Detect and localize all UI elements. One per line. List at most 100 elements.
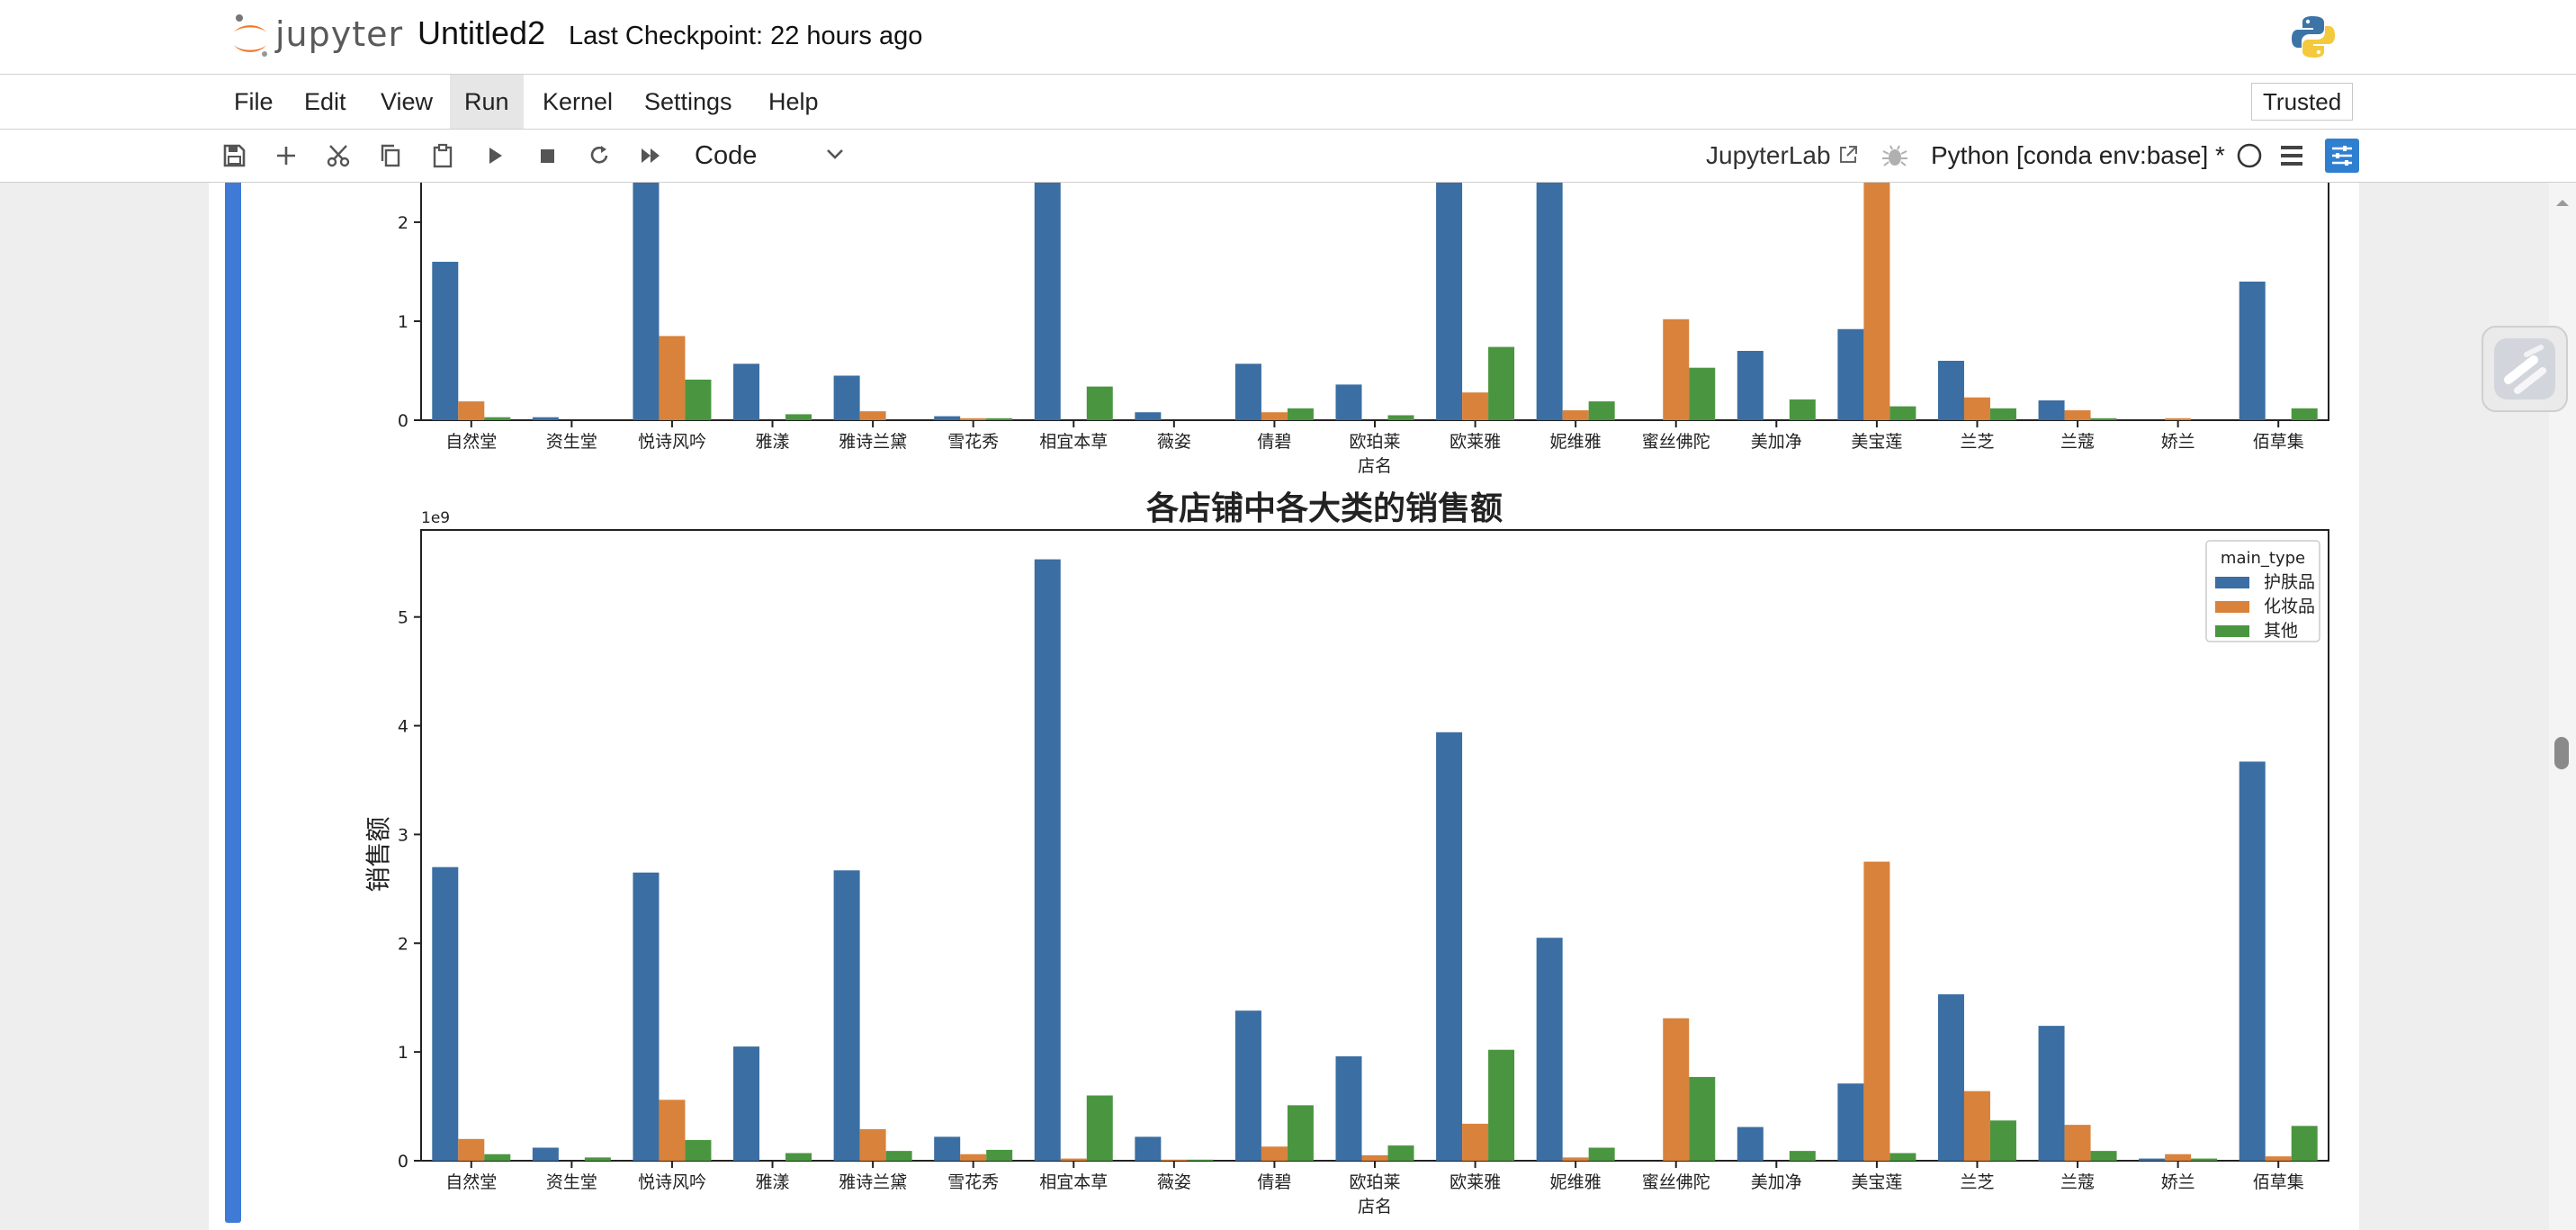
- copy-icon[interactable]: [377, 142, 404, 169]
- jupyterlab-link[interactable]: JupyterLab: [1706, 139, 1859, 173]
- bar-雅漾-2: [785, 414, 812, 420]
- bar-兰芝-2: [1989, 1120, 2016, 1161]
- bar-倩碧-0: [1234, 364, 1261, 420]
- debugger-bug-icon[interactable]: [1880, 140, 1910, 171]
- x-tick-label: 相宜本草: [1039, 1172, 1108, 1192]
- paste-icon[interactable]: [429, 142, 456, 169]
- x-tick-label: 娇兰: [2161, 1172, 2195, 1192]
- bar-相宜本草-0: [1034, 559, 1061, 1161]
- menu-help[interactable]: Help: [768, 88, 819, 115]
- bar-欧莱雅-0: [1436, 732, 1463, 1161]
- y-tick-label: 1: [398, 312, 408, 332]
- bar-佰草集-0: [2239, 761, 2266, 1161]
- scroll-thumb[interactable]: [2554, 737, 2569, 769]
- menu-file[interactable]: File: [234, 88, 274, 115]
- bar-相宜本草-0: [1034, 183, 1061, 420]
- menu-settings[interactable]: Settings: [644, 88, 732, 115]
- x-tick-label: 资生堂: [546, 1172, 597, 1192]
- menu-run[interactable]: Run: [450, 75, 524, 129]
- chart-0: 0 1 2 自然堂 资生堂 悦诗风吟 雅漾 雅诗兰黛 雪花秀 相宜本草 薇姿 倩碧 欧珀莱 欧莱雅 妮维雅 蜜…: [398, 183, 2329, 476]
- jupyter-orbit-icon: [234, 14, 267, 57]
- fast-forward-icon[interactable]: [638, 142, 665, 169]
- x-tick-label: 兰芝: [1960, 1172, 1994, 1192]
- x-tick-label: 雪花秀: [947, 432, 999, 452]
- stop-icon[interactable]: [534, 142, 561, 169]
- bar-倩碧-0: [1234, 1010, 1261, 1161]
- chevron-down-icon: [827, 149, 843, 159]
- cut-icon[interactable]: [325, 142, 352, 169]
- bar-欧珀莱-1: [1361, 1154, 1388, 1161]
- bar-欧珀莱-2: [1387, 415, 1414, 420]
- x-tick-label: 妮维雅: [1550, 432, 1602, 452]
- restart-icon[interactable]: [586, 142, 613, 169]
- x-tick-label: 佰草集: [2253, 432, 2304, 452]
- bar-薇姿-0: [1135, 1136, 1162, 1161]
- bar-自然堂-2: [484, 1154, 511, 1161]
- x-tick-label: 雅诗兰黛: [839, 432, 907, 452]
- bar-自然堂-1: [458, 401, 485, 420]
- menu-edit[interactable]: Edit: [304, 88, 346, 115]
- x-tick-label: 薇姿: [1157, 1172, 1191, 1192]
- run-icon[interactable]: [481, 142, 508, 169]
- bar-欧莱雅-1: [1462, 1123, 1489, 1161]
- python-logo-icon: [2292, 16, 2335, 58]
- notebook-title[interactable]: Untitled2: [417, 14, 546, 51]
- bar-薇姿-0: [1135, 412, 1162, 420]
- x-tick-label: 蜜丝佛陀: [1642, 432, 1710, 452]
- legend-label-1: 化妆品: [2264, 597, 2315, 616]
- list-icon[interactable]: [2276, 140, 2307, 171]
- cell-type-value: Code: [695, 141, 758, 170]
- bar-雪花秀-0: [934, 1136, 961, 1161]
- bar-欧莱雅-2: [1488, 346, 1515, 420]
- bar-自然堂-2: [484, 417, 511, 420]
- notebook-content: 0 1 2 自然堂 资生堂 悦诗风吟 雅漾 雅诗兰黛 雪花秀 相宜本草 薇姿 倩碧 欧珀莱 欧莱雅 妮维雅蜜…: [0, 183, 2576, 1230]
- bar-妮维雅-0: [1536, 183, 1563, 420]
- legend-box: [2205, 540, 2320, 642]
- menu-view[interactable]: View: [381, 88, 434, 115]
- add-cell-icon[interactable]: [273, 142, 300, 169]
- x-tick-label: 娇兰: [2161, 432, 2195, 452]
- cell-type-select[interactable]: Code: [695, 137, 848, 175]
- legend-label-0: 护肤品: [2264, 572, 2315, 592]
- cell-output-charts: 012自然堂 资生堂 悦诗风吟 雅漾 雅诗兰黛 雪花秀 相宜本草 薇姿 倩碧 欧珀莱 欧莱雅 妮维雅蜜…: [364, 183, 2329, 1217]
- trusted-indicator[interactable]: Trusted: [2251, 83, 2354, 121]
- x-tick-label: 美宝莲: [1851, 1172, 1902, 1192]
- bar-妮维雅-2: [1588, 401, 1615, 420]
- kernel-name[interactable]: Python [conda env:base] *: [1931, 141, 2225, 169]
- floating-widget-button[interactable]: [2482, 326, 2568, 412]
- floating-widget-icon: [2494, 338, 2555, 400]
- bar-资生堂-2: [584, 1157, 611, 1161]
- x-axis-label: 店名: [1358, 1197, 1392, 1217]
- scroll-up-icon[interactable]: [2549, 190, 2576, 217]
- bar-相宜本草-1: [1060, 1158, 1087, 1161]
- bar-娇兰-1: [2165, 417, 2192, 420]
- bar-悦诗风吟-0: [633, 183, 660, 420]
- x-tick-label: 相宜本草: [1039, 432, 1108, 452]
- y-tick-label: 0: [398, 411, 408, 431]
- active-cell-indicator[interactable]: [225, 183, 241, 1223]
- y-tick-label: 5: [398, 608, 408, 628]
- save-icon[interactable]: [220, 142, 247, 169]
- x-tick-label: 薇姿: [1157, 432, 1191, 452]
- x-tick-label: 欧珀莱: [1349, 432, 1400, 452]
- bar-欧莱雅-2: [1488, 1049, 1515, 1161]
- x-tick-label: 悦诗风吟: [638, 432, 706, 452]
- jupyter-logo[interactable]: jupyter: [229, 13, 402, 63]
- jupyterlab-label: JupyterLab: [1706, 141, 1831, 169]
- legend-swatch-2: [2215, 625, 2249, 637]
- bar-蜜丝佛陀-2: [1689, 1076, 1716, 1161]
- notebook-toolbar: Code JupyterLab Python [conda env:base] …: [0, 130, 2576, 183]
- bar-兰蔻-2: [2090, 417, 2117, 420]
- bar-倩碧-2: [1287, 1105, 1314, 1161]
- x-tick-label: 倩碧: [1257, 1172, 1291, 1192]
- bar-兰蔻-0: [2038, 1026, 2065, 1161]
- bar-雅诗兰黛-1: [859, 411, 886, 420]
- bar-兰芝-0: [1937, 994, 1964, 1161]
- y-axis-label: 销售额: [364, 816, 393, 892]
- menu-kernel[interactable]: Kernel: [543, 88, 614, 115]
- bar-欧珀莱-0: [1335, 384, 1362, 420]
- bar-薇姿-1: [1161, 1159, 1188, 1161]
- y-tick-label: 4: [398, 717, 408, 737]
- bar-雪花秀-0: [934, 416, 961, 420]
- property-inspector-button[interactable]: [2325, 139, 2359, 173]
